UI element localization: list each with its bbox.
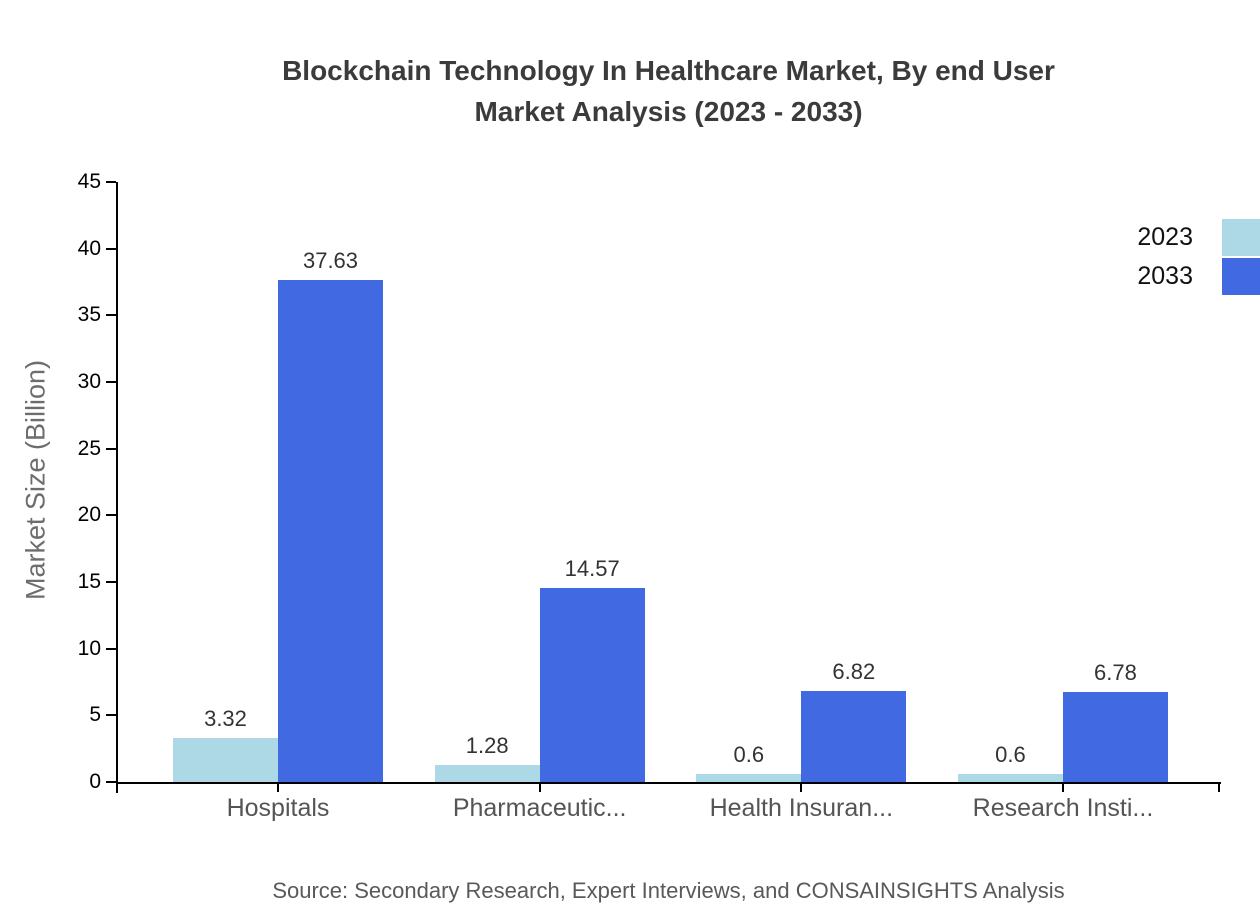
x-tick <box>277 782 279 792</box>
bar-2023-Hospitals <box>173 738 278 782</box>
y-tick <box>106 781 116 783</box>
y-tick-label: 20 <box>77 503 101 527</box>
value-label: 1.28 <box>465 733 509 758</box>
y-tick-label: 30 <box>77 370 101 393</box>
y-tick-label: 15 <box>77 570 101 593</box>
y-tick <box>106 181 116 183</box>
value-label: 6.82 <box>832 659 876 684</box>
x-tick <box>538 782 541 792</box>
category-label: Pharmaceutic... <box>452 794 627 822</box>
legend-entry-2033: 2033 <box>1137 258 1260 295</box>
y-tick <box>106 647 116 650</box>
bar-2033-Health Insuran... <box>801 691 907 782</box>
y-tick-label: 10 <box>77 636 101 660</box>
bar-2023-Research Insti... <box>957 774 1063 782</box>
value-label: 0.6 <box>733 742 765 767</box>
legend-swatch-2033 <box>1222 258 1260 295</box>
value-label: 3.32 <box>204 706 247 731</box>
x-axis-spine <box>116 782 1221 784</box>
source-note: Source: Secondary Research, Expert Inter… <box>272 878 1065 903</box>
bar-2033-Pharmaceutic... <box>539 588 645 782</box>
legend-label-2023: 2023 <box>1137 223 1193 251</box>
category-label: Hospitals <box>226 794 330 822</box>
y-tick-label: 5 <box>89 703 101 727</box>
y-tick-label: 45 <box>77 170 101 193</box>
value-label: 14.57 <box>564 556 620 581</box>
category-label: Health Insuran... <box>709 794 894 822</box>
x-axis-end-tick <box>1218 782 1220 792</box>
y-tick <box>106 514 116 517</box>
y-tick <box>106 247 116 250</box>
value-label: 0.6 <box>995 742 1026 767</box>
bar-2023-Health Insuran... <box>696 774 802 782</box>
legend: 2023 2033 <box>1137 219 1260 295</box>
plot-area: 0 5 10 15 20 25 30 35 40 45 3.32 37.63 Hospitals 1.28… <box>78 170 1221 822</box>
y-tick <box>106 381 116 383</box>
legend-entry-2023: 2023 <box>1137 219 1260 256</box>
value-label: 6.78 <box>1094 660 1137 685</box>
y-tick-label: 35 <box>77 303 101 327</box>
value-label: 37.63 <box>302 248 359 273</box>
y-tick-label: 25 <box>77 436 101 460</box>
y-axis-spine <box>116 182 118 793</box>
chart-title-line-1: Blockchain Technology In Healthcare Mark… <box>282 55 1055 86</box>
legend-label-2033: 2033 <box>1137 262 1193 290</box>
bar-2033-Hospitals <box>278 280 383 782</box>
y-tick <box>106 314 116 317</box>
bar-2023-Pharmaceutic... <box>434 765 540 782</box>
x-tick <box>800 782 803 792</box>
y-tick-label: 40 <box>77 236 101 260</box>
category-label: Research Insti... <box>972 794 1154 822</box>
legend-swatch-2023 <box>1222 219 1260 256</box>
y-tick <box>106 714 116 717</box>
y-tick <box>106 581 116 583</box>
chart-title: Blockchain Technology In Healthcare Mark… <box>117 50 1220 132</box>
bar-2033-Research Insti... <box>1062 692 1168 782</box>
y-tick-label: 0 <box>89 770 101 793</box>
chart-title-line-2: Market Analysis (2023 - 2033) <box>474 96 863 127</box>
y-tick <box>106 447 116 450</box>
x-tick <box>1061 782 1064 792</box>
y-axis-label: Market Size (Billion) <box>20 359 51 601</box>
